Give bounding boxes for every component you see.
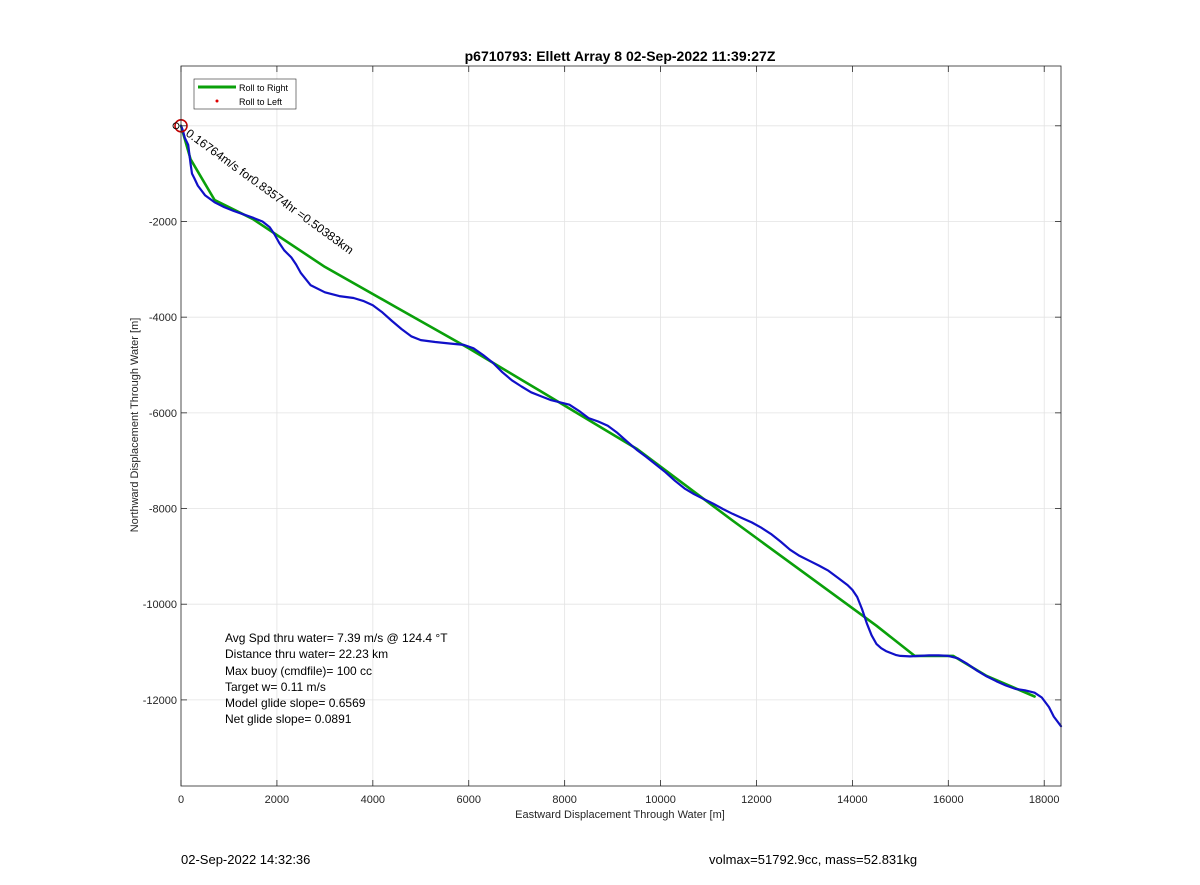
- stat-distance: Distance thru water= 22.23 km: [225, 647, 388, 661]
- x-tick-label: 14000: [837, 794, 868, 806]
- y-tick-label: -6000: [149, 408, 177, 420]
- start-point-marker: [172, 122, 180, 130]
- stat-max-buoy: Max buoy (cmdfile)= 100 cc: [225, 664, 372, 678]
- x-tick-label: 16000: [933, 794, 964, 806]
- plot-background: [181, 66, 1061, 786]
- y-tick-label: -12000: [143, 695, 177, 707]
- x-axis-label: Eastward Displacement Through Water [m]: [515, 809, 725, 821]
- y-tick-label: -4000: [149, 312, 177, 324]
- x-tick-label: 6000: [456, 794, 480, 806]
- x-tick-label: 18000: [1029, 794, 1060, 806]
- series-track: [179, 124, 1063, 728]
- legend: Roll to Right Roll to Left: [193, 78, 297, 110]
- y-tick-label: -10000: [143, 599, 177, 611]
- legend-swatch-roll-left: [215, 99, 219, 103]
- x-tick-label: 2000: [265, 794, 289, 806]
- footer-timestamp: 02-Sep-2022 14:32:36: [181, 852, 311, 867]
- x-tick-label: 10000: [645, 794, 676, 806]
- legend-label-roll-left: Roll to Left: [239, 97, 283, 107]
- x-tick-label: 8000: [552, 794, 576, 806]
- tick-labels: 0 2000 4000 6000 8000 10000 12000 14000 16000 180…: [143, 216, 1060, 806]
- legend-box: [193, 78, 297, 110]
- stat-model-glide: Model glide slope= 0.6569: [225, 696, 366, 710]
- axes: [180, 65, 1062, 787]
- grid: [180, 66, 1061, 786]
- x-tick-label: 4000: [361, 794, 385, 806]
- chart-title: p6710793: Ellett Array 8 02-Sep-2022 11:…: [465, 48, 776, 64]
- stat-target-w: Target w= 0.11 m/s: [225, 680, 326, 694]
- axes-box: [180, 65, 1062, 787]
- footer-volmax-mass: volmax=51792.9cc, mass=52.831kg: [709, 852, 918, 867]
- stat-net-glide: Net glide slope= 0.0891: [225, 712, 352, 726]
- y-tick-label: -2000: [149, 216, 177, 228]
- y-tick-label: -8000: [149, 504, 177, 516]
- x-tick-label: 12000: [741, 794, 772, 806]
- series-layer: [179, 124, 1063, 728]
- y-axis-label: Northward Displacement Through Water [m]: [129, 318, 141, 533]
- x-tick-label: 0: [178, 794, 184, 806]
- plot-area: [181, 66, 1061, 786]
- stats-block: Avg Spd thru water= 7.39 m/s @ 124.4 °T …: [225, 631, 448, 726]
- stat-avg-speed: Avg Spd thru water= 7.39 m/s @ 124.4 °T: [225, 631, 448, 645]
- legend-label-roll-right: Roll to Right: [239, 83, 289, 93]
